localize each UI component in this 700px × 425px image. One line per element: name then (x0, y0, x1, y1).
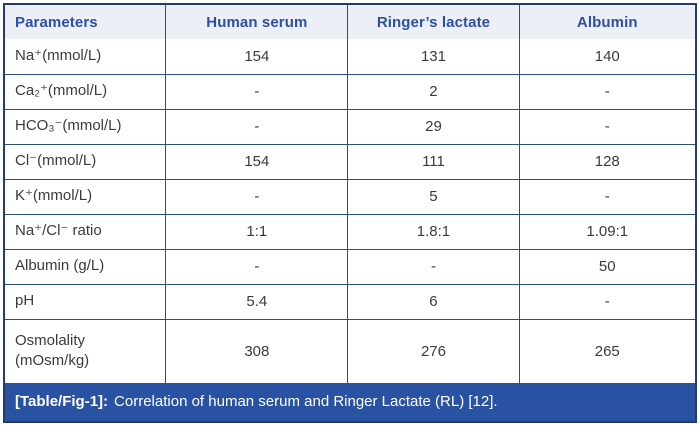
table-row: K⁺(mmol/L) -5- (5, 178, 695, 215)
param-cell: HCO₃⁻(mmol/L) (5, 108, 167, 145)
value-cell: 128 (518, 143, 695, 180)
comparison-table: Parameters Human serum Ringer’s lactate … (5, 5, 695, 383)
table-figure: Parameters Human serum Ringer’s lactate … (3, 3, 697, 423)
param-cell: pH (5, 283, 167, 320)
table-row: Na⁺/Cl⁻ ratio 1:1 1.8:1 1.09:1 (5, 213, 695, 250)
value-cell: 1.8:1 (347, 213, 520, 250)
param-cell: Osmolality (mOsm/kg) (5, 318, 167, 383)
value-cell: 2 (347, 73, 520, 110)
value-cell: - (165, 248, 349, 285)
column-header-parameters: Parameters (5, 5, 167, 39)
table-row: Osmolality (mOsm/kg) 308 276 265 (5, 318, 695, 383)
param-cell: Ca₂⁺(mmol/L) (5, 73, 167, 110)
table-row: Na⁺(mmol/L) 154 131 140 (5, 39, 695, 75)
value-cell: - (165, 178, 349, 215)
value-cell: 1:1 (165, 213, 349, 250)
param-cell: Albumin (g/L) (5, 248, 167, 285)
value-cell: 111 (347, 143, 520, 180)
table-row: HCO₃⁻(mmol/L) -29- (5, 108, 695, 145)
param-cell: Cl⁻(mmol/L) (5, 143, 167, 180)
header-row: Parameters Human serum Ringer’s lactate … (5, 5, 695, 39)
value-cell: 5.4 (165, 283, 349, 320)
table-row: Ca₂⁺(mmol/L) -2- (5, 73, 695, 110)
value-cell: - (518, 108, 695, 145)
value-cell: 276 (347, 318, 520, 383)
column-header-albumin: Albumin (518, 5, 695, 39)
param-cell: K⁺(mmol/L) (5, 178, 167, 215)
value-cell: 154 (165, 143, 349, 180)
column-header-ringers-lactate: Ringer’s lactate (347, 5, 520, 39)
table-row: pH 5.4 6- (5, 283, 695, 320)
figure-caption: [Table/Fig-1]: Correlation of human serum… (5, 383, 695, 421)
value-cell: - (518, 178, 695, 215)
value-cell: - (165, 108, 349, 145)
caption-label: [Table/Fig-1]: (15, 393, 109, 410)
value-cell: 265 (518, 318, 695, 383)
param-cell: Na⁺/Cl⁻ ratio (5, 213, 167, 250)
value-cell: 140 (518, 39, 695, 75)
caption-text: Correlation of human serum and Ringer La… (114, 393, 498, 410)
value-cell: - (518, 73, 695, 110)
param-cell: Na⁺(mmol/L) (5, 39, 167, 75)
table-row: Cl⁻(mmol/L) 154 111 128 (5, 143, 695, 180)
value-cell: - (165, 73, 349, 110)
value-cell: 29 (347, 108, 520, 145)
value-cell: 131 (347, 39, 520, 75)
value-cell: - (347, 248, 520, 285)
column-header-human-serum: Human serum (165, 5, 349, 39)
value-cell: 308 (165, 318, 349, 383)
table-row: Albumin (g/L) - -50 (5, 248, 695, 285)
value-cell: 5 (347, 178, 520, 215)
value-cell: 6 (347, 283, 520, 320)
value-cell: 1.09:1 (518, 213, 695, 250)
value-cell: - (518, 283, 695, 320)
value-cell: 50 (518, 248, 695, 285)
value-cell: 154 (165, 39, 349, 75)
